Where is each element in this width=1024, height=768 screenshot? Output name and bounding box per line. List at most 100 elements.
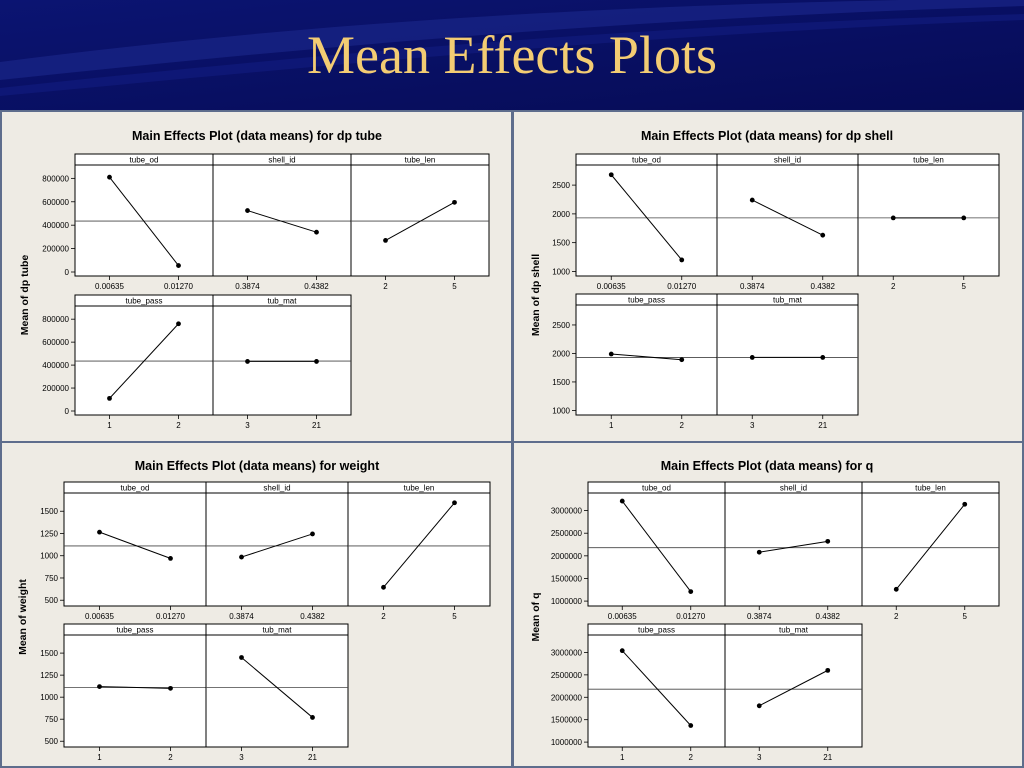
plot-area (63, 492, 207, 607)
data-point-shell-id-0-4382 (820, 232, 826, 238)
plot-area (861, 492, 1000, 607)
factor-name: tube_pass (628, 296, 665, 305)
y-tick-label: 1000 (552, 267, 570, 276)
factor-name: tube_len (915, 484, 946, 493)
data-point-shell-id-0-3874 (756, 549, 762, 555)
factor-name: tub_mat (779, 626, 809, 635)
y-tick-label: 3000000 (551, 648, 583, 657)
factor-cell-tube-len: tube_len 2 5 (347, 481, 491, 621)
x-tick-label: 0.01270 (164, 282, 193, 291)
x-tick-label: 2 (891, 282, 896, 291)
data-point-tube-pass-1 (619, 648, 625, 654)
panel-dp-tube: Main Effects Plot (data means) for dp tu… (2, 112, 511, 441)
data-point-tub-mat-21 (820, 355, 826, 360)
y-tick-label: 1000 (552, 406, 570, 415)
data-point-tube-od-0-00635 (608, 172, 614, 178)
effect-line-tub-mat (241, 657, 313, 718)
x-tick-label: 0.4382 (300, 612, 325, 621)
x-tick-label: 1 (107, 421, 112, 430)
y-tick-label: 200000 (42, 245, 69, 254)
x-tick-label: 21 (308, 753, 317, 762)
factor-cell-tube-od: tube_od 0.00635 0.01270 (587, 481, 726, 621)
data-point-tube-od-0-01270 (688, 589, 694, 594)
x-tick-label: 2 (894, 612, 899, 621)
x-tick-label: 21 (823, 753, 832, 762)
plot-area (724, 634, 863, 748)
x-tick-label: 5 (452, 282, 457, 291)
y-tick-label: 2500000 (551, 671, 583, 680)
effect-line-tube-pass (621, 650, 692, 726)
y-tick-label: 1000000 (551, 738, 583, 747)
x-tick-label: 2 (689, 753, 694, 762)
effect-line-tube-pass (109, 323, 179, 399)
factor-cell-tube-len: tube_len 2 5 (861, 481, 1000, 621)
plot-area (587, 634, 726, 748)
x-tick-label: 0.3874 (740, 282, 765, 291)
data-point-tube-len-2 (383, 237, 388, 243)
title-banner (0, 0, 1024, 110)
data-point-tube-pass-1 (97, 684, 102, 689)
data-point-tube-pass-2 (176, 321, 181, 327)
plot-area (205, 634, 349, 748)
data-point-tube-od-0-00635 (97, 529, 102, 535)
y-tick-label: 2000 (552, 210, 570, 219)
data-point-tube-pass-1 (608, 351, 614, 357)
chart-title: Main Effects Plot (data means) for weigh… (135, 459, 380, 473)
factor-name: tube_len (405, 156, 436, 165)
data-point-tube-od-0-00635 (107, 174, 112, 180)
effect-line-tube-od (99, 531, 171, 559)
plot-area (347, 492, 491, 607)
y-tick-label: 1000 (40, 693, 58, 702)
factor-name: tube_od (121, 484, 150, 493)
factor-cell-tube-od: tube_od 0.00635 0.01270 (63, 481, 207, 621)
x-tick-label: 5 (962, 282, 967, 291)
effect-line-shell-id (247, 210, 317, 233)
data-point-tub-mat-3 (756, 703, 762, 709)
y-tick-label: 800000 (42, 174, 69, 183)
plot-area (716, 304, 859, 416)
effect-line-shell-id (752, 199, 823, 236)
x-tick-label: 0.00635 (608, 612, 637, 621)
data-point-tube-od-0-01270 (176, 263, 181, 268)
effect-line-tube-len (385, 201, 455, 241)
plot-area (575, 304, 718, 416)
data-point-tub-mat-21 (310, 715, 315, 720)
y-tick-label: 1500000 (551, 574, 583, 583)
x-tick-label: 21 (312, 421, 321, 430)
factor-name: tube_len (404, 484, 435, 493)
x-tick-label: 0.4382 (816, 612, 841, 621)
effect-line-shell-id (759, 540, 828, 553)
x-tick-label: 5 (963, 612, 968, 621)
effect-line-tube-pass (99, 686, 171, 689)
data-point-tub-mat-21 (314, 359, 319, 364)
y-tick-label: 750 (45, 715, 59, 724)
y-tick-label: 2500 (552, 321, 570, 330)
data-point-shell-id-0-3874 (245, 208, 250, 213)
factor-cell-tube-pass: tube_pass 1 2 (74, 294, 214, 430)
factor-cell-tube-od: tube_od 0.00635 0.01270 (575, 153, 718, 291)
factor-name: shell_id (774, 156, 801, 165)
factor-name: tube_od (130, 156, 159, 165)
y-tick-label: 400000 (42, 221, 69, 230)
plot-area (587, 492, 726, 607)
y-tick-label: 1250 (40, 671, 58, 680)
x-tick-label: 2 (381, 612, 386, 621)
x-tick-label: 2 (176, 421, 181, 430)
y-axis-label: Mean of dp tube (19, 255, 31, 336)
main-effects-plot-dp-shell: Main Effects Plot (data means) for dp sh… (530, 129, 1000, 430)
factor-name: tube_pass (117, 626, 154, 635)
panel-dp-shell: Main Effects Plot (data means) for dp sh… (514, 112, 1022, 441)
y-tick-label: 3000000 (551, 507, 583, 516)
x-tick-label: 21 (818, 421, 827, 430)
data-point-shell-id-0-4382 (825, 538, 831, 544)
x-tick-label: 0.01270 (676, 612, 705, 621)
factor-cell-tub-mat: tub_mat 3 21 (716, 293, 859, 430)
plot-area (63, 634, 207, 748)
data-point-tube-len-2 (890, 215, 896, 221)
x-tick-label: 3 (245, 421, 250, 430)
factor-cell-tub-mat: tub_mat 3 21 (205, 623, 349, 762)
panel-q: Main Effects Plot (data means) for q Mean… (514, 443, 1022, 766)
factor-name: tube_pass (638, 626, 675, 635)
y-tick-label: 2000000 (551, 552, 583, 561)
effect-line-tube-od (109, 176, 179, 266)
